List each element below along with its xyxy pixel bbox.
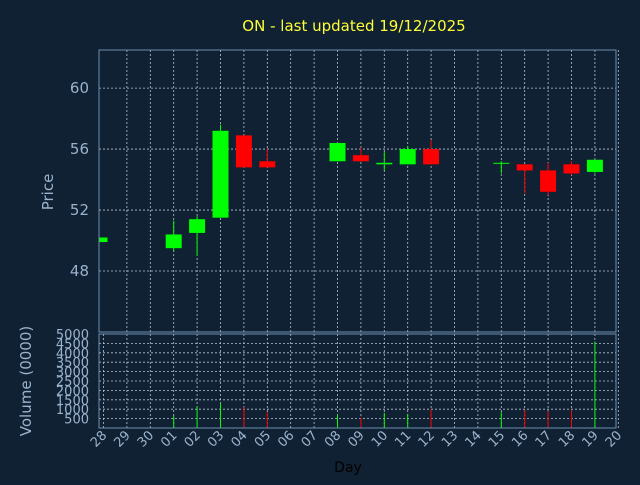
candle-body	[563, 164, 580, 174]
volume-y-tick-label: 500	[64, 413, 89, 428]
candle-body	[516, 164, 533, 171]
candle-body	[352, 155, 369, 162]
x-tick-label: 10	[369, 428, 391, 450]
x-tick-label: 28	[88, 428, 110, 450]
price-panel-frame	[98, 49, 617, 333]
x-tick-label: 07	[299, 428, 321, 450]
x-tick-label: 29	[111, 428, 133, 450]
volume-y-tick-label: 5000	[56, 328, 89, 343]
x-tick-label: 12	[416, 428, 438, 450]
x-tick-label: 14	[462, 428, 484, 450]
x-tick-label: 09	[345, 428, 367, 450]
x-tick-label: 17	[533, 428, 555, 450]
volume-y-tick-label: 4500	[56, 337, 89, 352]
price-y-tick-label: 60	[70, 79, 89, 97]
candle-body	[165, 234, 182, 249]
x-axis-label: Day	[334, 460, 362, 476]
x-tick-label: 01	[158, 428, 180, 450]
x-tick-label: 08	[322, 428, 344, 450]
volume-bars-group	[173, 341, 596, 428]
volume-panel-frame	[98, 333, 617, 429]
volume-y-tick-label: 3000	[56, 366, 89, 381]
x-tick-label: 03	[205, 428, 227, 450]
volume-gridlines	[99, 333, 619, 428]
x-tick-label: 18	[556, 428, 578, 450]
candle-body	[586, 159, 603, 172]
price-y-tick-label: 52	[70, 201, 89, 219]
x-tick-label: 06	[275, 428, 297, 450]
volume-y-tick-label: 4000	[56, 347, 89, 362]
volume-y-tick-label: 2000	[56, 384, 89, 399]
x-tick-label: 19	[579, 428, 601, 450]
x-tick-label: 16	[509, 428, 531, 450]
volume-y-tick-label: 1500	[56, 394, 89, 409]
candle-body	[189, 219, 206, 233]
x-tick-label: 13	[439, 428, 461, 450]
x-tick-labels: 28 29 30 01 02 03 04 05 06 07 08 09 10 11 12 13 14 15 16 17…	[88, 428, 625, 450]
candle-body	[376, 162, 393, 165]
x-tick-label: 02	[182, 428, 204, 450]
x-tick-label: 05	[252, 428, 274, 450]
price-y-tick-label: 48	[70, 262, 89, 280]
volume-y-tick-label: 1000	[56, 403, 89, 418]
candle-body	[423, 149, 440, 165]
x-tick-label: 30	[135, 428, 157, 450]
x-tick-label: 20	[603, 428, 625, 450]
volume-y-tick-label: 2500	[56, 375, 89, 390]
x-tick-label: 04	[228, 428, 250, 450]
chart-title: ON - last updated 19/12/2025	[242, 17, 465, 35]
candle-body	[99, 237, 108, 243]
x-tick-label: 11	[392, 428, 414, 450]
price-y-tick-labels: 48 52 56 60	[70, 79, 89, 280]
candle-body	[329, 142, 346, 162]
x-tick-label: 15	[486, 428, 508, 450]
volume-y-tick-label: 3500	[56, 356, 89, 371]
price-axis-label: Price	[39, 174, 57, 211]
candle-body	[259, 161, 276, 168]
candle-body	[235, 135, 252, 168]
candles-group	[99, 124, 603, 256]
candle-body	[493, 162, 510, 164]
candle-body	[212, 130, 229, 218]
candle-body	[399, 149, 416, 165]
price-y-tick-label: 56	[70, 140, 89, 158]
candle-body	[540, 170, 557, 192]
volume-axis-label: Volume (0000)	[17, 326, 35, 436]
